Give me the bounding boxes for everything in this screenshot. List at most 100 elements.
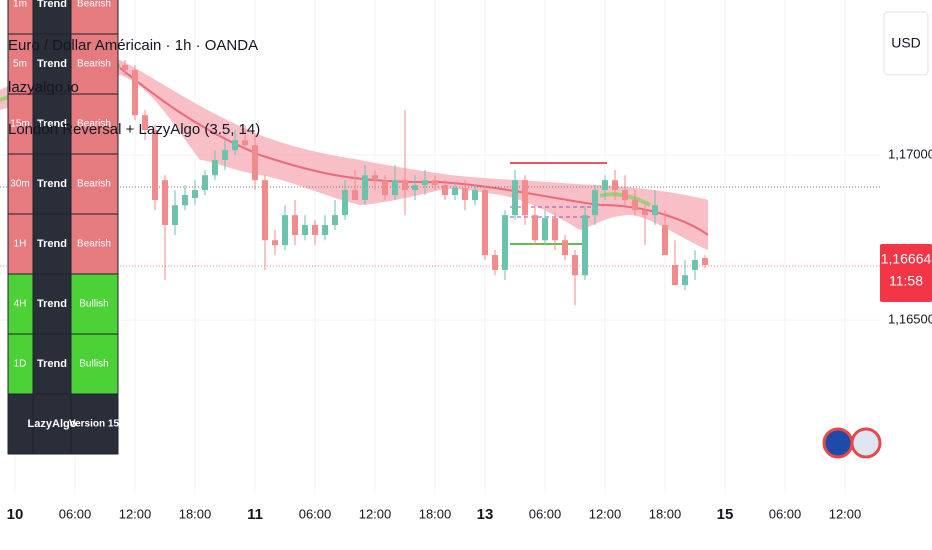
- candle-body: [202, 175, 208, 191]
- candle-body: [612, 180, 618, 191]
- candle-body: [672, 264, 678, 286]
- candle-body: [642, 210, 648, 216]
- us-flag[interactable]: [850, 427, 882, 459]
- candle-body: [622, 190, 628, 200]
- candle-body: [382, 180, 388, 196]
- candle-body: [522, 180, 528, 216]
- last-price-badge: [880, 243, 932, 302]
- ribbon-core: [119, 67, 709, 236]
- grid-layer: [0, 0, 880, 495]
- candle-body: [432, 180, 438, 186]
- x-tick-label: 06:00: [59, 506, 92, 521]
- x-tick-label: 12:00: [359, 506, 392, 521]
- timeframe-label: 4H: [14, 299, 27, 310]
- candle-body: [552, 218, 558, 241]
- panel-cell: [70, 33, 119, 95]
- candle-body: [172, 205, 178, 226]
- panel-cell: [7, 273, 34, 335]
- candle-body: [532, 215, 538, 241]
- candle-body: [542, 218, 548, 241]
- panel-cell: [70, 153, 119, 215]
- eu-flag[interactable]: [822, 427, 854, 459]
- trend-label: Trend: [37, 238, 67, 250]
- candles: [122, 60, 708, 306]
- candle-body: [322, 225, 328, 235]
- panel-cell: [32, 93, 72, 155]
- y-tick-label: 1,17000: [888, 147, 932, 162]
- last-price-label: 1,16664: [881, 251, 932, 267]
- candle-body: [272, 240, 278, 246]
- trend-panel: 1m Trend Bearish 5m Trend Bearish 15m Trend Bear…: [7, 0, 119, 455]
- candle-body: [142, 115, 148, 131]
- x-tick-label: 12:00: [829, 506, 862, 521]
- candle-body: [362, 175, 368, 200]
- symbol-title: Euro / Dollar Américain · 1h · OANDA: [8, 37, 258, 54]
- x-tick-label: 12:00: [119, 506, 152, 521]
- site-label: lazyalgo.io: [8, 79, 79, 96]
- panel-cell: [70, 213, 119, 275]
- candle-body: [302, 225, 308, 235]
- candle-body: [682, 275, 688, 286]
- candle-body: [492, 255, 498, 270]
- candle-body: [312, 225, 318, 235]
- candle-body: [262, 180, 268, 241]
- panel-cell: [7, 33, 34, 95]
- candle-body: [562, 240, 568, 256]
- candle-body: [692, 260, 698, 270]
- candle-body: [602, 180, 608, 191]
- candle-body: [582, 215, 588, 276]
- candle-body: [702, 258, 708, 265]
- candle-body: [372, 175, 378, 181]
- signal-label: Bullish: [79, 359, 108, 370]
- candle-body: [222, 150, 228, 161]
- panel-cell: [32, 393, 72, 455]
- x-tick-label: 18:00: [649, 506, 682, 521]
- y-tick-label: 1,16500: [888, 312, 932, 327]
- candle-body: [132, 69, 138, 116]
- currency-button[interactable]: [883, 11, 929, 76]
- panel-cell: [32, 273, 72, 335]
- x-tick-label: 06:00: [769, 506, 802, 521]
- timeframe-label: 1m: [13, 0, 27, 10]
- x-tick-label: 12:00: [589, 506, 622, 521]
- ribbon: [0, 59, 708, 250]
- panel-cell: [70, 333, 119, 395]
- candle-body: [632, 199, 638, 211]
- candle-body: [392, 180, 398, 196]
- candle-body: [512, 180, 518, 216]
- timeframe-label: 5m: [13, 59, 27, 70]
- candle-body: [452, 188, 458, 196]
- signal-label: Bearish: [77, 59, 111, 70]
- candle-body: [232, 140, 238, 151]
- trend-label: LazyAlgo: [28, 418, 77, 430]
- candle-body: [572, 255, 578, 276]
- candle-body: [282, 215, 288, 246]
- candle-body: [122, 65, 128, 70]
- candle-body: [212, 160, 218, 176]
- x-tick-label: 18:00: [419, 506, 452, 521]
- candle-body: [152, 130, 158, 200]
- countdown-label: 11:58: [889, 273, 923, 289]
- candle-body: [332, 215, 338, 226]
- x-tick-label: 06:00: [299, 506, 332, 521]
- x-tick-label: 13: [477, 506, 494, 523]
- panel-cell: [32, 153, 72, 215]
- x-tick-label: 15: [717, 506, 734, 523]
- trend-label: Trend: [37, 358, 67, 370]
- currency-label[interactable]: USD: [891, 35, 921, 51]
- panel-cell: [7, 333, 34, 395]
- indicator-label: London Reversal + LazyAlgo (3.5, 14): [8, 121, 260, 138]
- panel-cell: [32, 213, 72, 275]
- timeframe-label: 1H: [14, 239, 27, 250]
- trend-label: Trend: [37, 0, 67, 10]
- x-tick-label: 10: [7, 506, 24, 523]
- signal-label: Bearish: [77, 239, 111, 250]
- timeframe-label: 30m: [10, 179, 29, 190]
- candle-body: [292, 215, 298, 235]
- candle-body: [592, 190, 598, 216]
- panel-cell: [7, 0, 34, 35]
- panel-cell: [7, 393, 34, 455]
- candle-body: [482, 190, 488, 256]
- candle-body: [162, 180, 168, 226]
